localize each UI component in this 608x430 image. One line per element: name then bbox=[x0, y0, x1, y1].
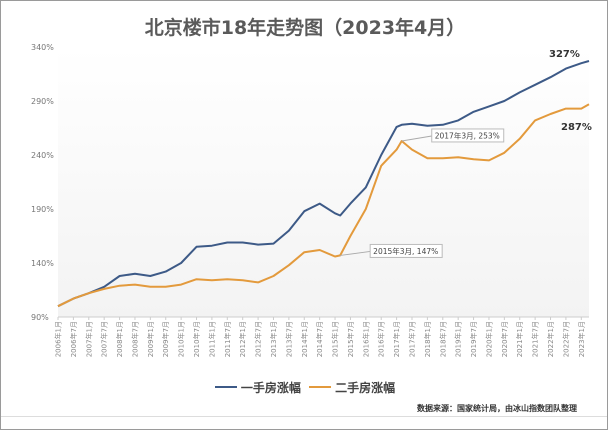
x-tick-label: 2011年1月 bbox=[207, 321, 216, 357]
x-tick-label: 2020年1月 bbox=[484, 321, 493, 357]
legend-label: 一手房涨幅 bbox=[240, 380, 301, 395]
x-tick-label: 2016年7月 bbox=[377, 321, 386, 357]
x-tick-label: 2015年1月 bbox=[331, 321, 340, 357]
x-tick-label: 2018年1月 bbox=[423, 321, 432, 357]
x-tick-label: 2011年7月 bbox=[223, 321, 232, 357]
y-tick-label: 90% bbox=[31, 313, 49, 322]
y-tick-label: 190% bbox=[31, 205, 54, 214]
series-line-resale bbox=[57, 103, 590, 308]
x-tick-label: 2013年1月 bbox=[269, 321, 278, 357]
x-tick-label: 2009年7月 bbox=[161, 321, 170, 357]
callout-leader bbox=[340, 250, 371, 256]
y-tick-label: 290% bbox=[31, 97, 54, 106]
x-tick-label: 2022年1月 bbox=[546, 321, 555, 357]
y-tick-label: 240% bbox=[31, 151, 54, 160]
end-label-new: 327% bbox=[549, 49, 580, 60]
x-tick-label: 2012年7月 bbox=[254, 321, 263, 357]
x-tick-label: 2009年1月 bbox=[146, 321, 155, 357]
x-tick-label: 2021年7月 bbox=[531, 321, 540, 357]
x-tick-label: 2010年7月 bbox=[192, 321, 201, 357]
legend-item-new-homes: 一手房涨幅 bbox=[214, 379, 301, 396]
x-tick-label: 2007年7月 bbox=[100, 321, 109, 357]
x-tick-label: 2019年7月 bbox=[469, 321, 478, 357]
series-line-new bbox=[57, 60, 590, 308]
divider bbox=[1, 416, 607, 417]
x-tick-label: 2015年7月 bbox=[346, 321, 355, 357]
x-tick-label: 2006年7月 bbox=[69, 321, 78, 357]
x-tick-label: 2008年1月 bbox=[115, 321, 124, 357]
x-tick-label: 2021年1月 bbox=[515, 321, 524, 357]
legend-swatch bbox=[309, 386, 332, 388]
x-tick-label: 2019年1月 bbox=[454, 321, 463, 357]
y-tick-label: 340% bbox=[31, 43, 54, 52]
legend-label: 二手房涨幅 bbox=[335, 380, 396, 395]
callout-label: 2017年3月, 253% bbox=[435, 130, 500, 140]
x-tick-label: 2014年7月 bbox=[315, 321, 324, 357]
callout-label: 2015年3月, 147% bbox=[373, 246, 438, 256]
callout-box bbox=[369, 243, 443, 258]
chart-title: 北京楼市18年走势图（2023年4月） bbox=[144, 17, 466, 39]
plot-background bbox=[58, 47, 589, 317]
x-tick-label: 2006年1月 bbox=[54, 321, 63, 357]
x-tick-label: 2018年7月 bbox=[438, 321, 447, 357]
data-source-note: 数据来源：国家统计局，由冰山指数团队整理 bbox=[417, 404, 577, 413]
x-tick-label: 2022年7月 bbox=[561, 321, 570, 357]
x-tick-label: 2007年1月 bbox=[84, 321, 93, 357]
legend-item-resale-homes: 二手房涨幅 bbox=[309, 379, 395, 396]
x-tick-label: 2010年1月 bbox=[177, 321, 186, 357]
y-tick-label: 140% bbox=[31, 259, 54, 268]
x-tick-label: 2023年1月 bbox=[577, 321, 586, 357]
x-tick-label: 2017年1月 bbox=[392, 321, 401, 357]
x-tick-label: 2014年1月 bbox=[300, 321, 309, 357]
x-tick-label: 2013年7月 bbox=[284, 321, 293, 357]
legend-swatch bbox=[214, 386, 237, 388]
end-label-resale: 287% bbox=[561, 122, 592, 133]
callout-box bbox=[431, 128, 505, 143]
x-tick-label: 2008年7月 bbox=[130, 321, 139, 357]
x-tick-label: 2016年1月 bbox=[361, 321, 370, 357]
x-tick-label: 2020年7月 bbox=[500, 321, 509, 357]
callout-leader bbox=[401, 135, 432, 142]
x-tick-label: 2017年7月 bbox=[408, 321, 417, 357]
x-tick-label: 2012年1月 bbox=[238, 321, 247, 357]
legend: 一手房涨幅 二手房涨幅 bbox=[1, 377, 607, 396]
